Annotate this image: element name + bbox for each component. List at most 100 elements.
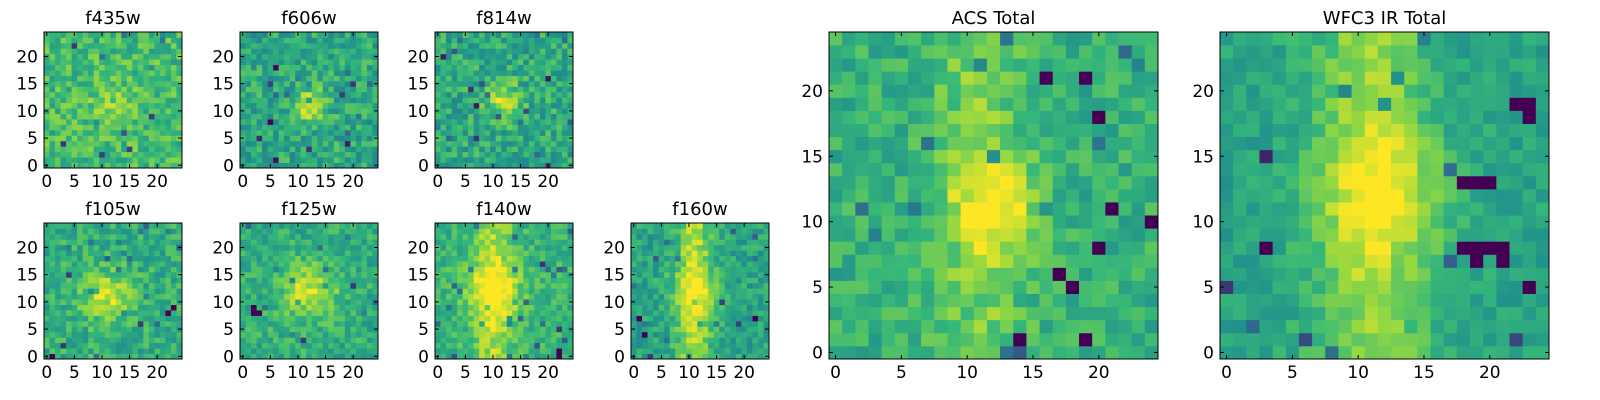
heatmap-cell	[245, 32, 252, 38]
heatmap-cell	[66, 140, 72, 147]
heatmap-cell	[1052, 280, 1067, 294]
heatmap-cell	[355, 299, 362, 305]
heatmap-cell	[256, 157, 263, 163]
heatmap-cell	[517, 140, 524, 147]
heatmap-cell	[484, 348, 491, 354]
heatmap-cell	[724, 299, 731, 305]
heatmap-cell	[110, 337, 117, 344]
heatmap-cell	[115, 304, 122, 311]
heatmap-cell	[642, 337, 648, 344]
heatmap-cell	[55, 326, 61, 333]
heatmap-cell	[93, 326, 100, 333]
heatmap-cell	[468, 157, 475, 163]
heatmap-cell	[735, 239, 742, 246]
heatmap-cell	[284, 353, 291, 360]
heatmap-cell	[311, 42, 318, 49]
heatmap-cell	[339, 80, 346, 87]
heatmap-cell	[479, 42, 486, 49]
heatmap-cell	[479, 282, 486, 289]
heatmap-cell	[55, 261, 61, 267]
heatmap-cell	[121, 53, 128, 60]
heatmap-cell	[451, 37, 458, 44]
heatmap-cell	[468, 91, 475, 98]
x-tick-label: 5	[460, 172, 471, 192]
heatmap-cell	[556, 277, 563, 284]
heatmap-cell	[66, 250, 72, 257]
heatmap-cell	[170, 326, 177, 333]
heatmap-cell	[517, 293, 524, 300]
heatmap-cell	[484, 223, 491, 229]
heatmap-cell	[251, 162, 257, 169]
heatmap-cell	[295, 75, 302, 82]
heatmap-cell	[170, 277, 177, 284]
heatmap-cell	[104, 48, 111, 55]
heatmap-cell	[132, 304, 139, 311]
heatmap-cell	[344, 288, 351, 295]
heatmap-cell	[1105, 280, 1119, 294]
heatmap-cell	[855, 241, 869, 255]
heatmap-cell	[344, 223, 351, 229]
heatmap-cell	[77, 277, 84, 284]
heatmap-cell	[350, 310, 357, 316]
heatmap-cell	[473, 42, 480, 49]
heatmap-cell	[446, 288, 452, 295]
heatmap-cell	[757, 239, 764, 246]
heatmap-cell	[317, 261, 324, 267]
heatmap-cell	[528, 119, 535, 125]
heatmap-cell	[567, 342, 574, 349]
heatmap-cell	[55, 337, 61, 344]
heatmap-cell	[99, 266, 106, 273]
heatmap-cell	[512, 48, 519, 55]
heatmap-cell	[251, 228, 257, 235]
heatmap-cell	[495, 342, 502, 349]
heatmap-cell	[322, 326, 329, 333]
heatmap-cell	[746, 282, 753, 289]
heatmap-cell	[256, 151, 263, 158]
heatmap-cell	[658, 342, 665, 349]
heatmap-cell	[251, 64, 257, 71]
heatmap-cell	[746, 271, 753, 278]
heatmap-cell	[115, 42, 122, 49]
heatmap-cell	[501, 70, 508, 76]
heatmap-cell	[855, 332, 869, 347]
heatmap-cell	[473, 244, 480, 251]
heatmap-cell	[1065, 202, 1080, 216]
heatmap-cell	[154, 277, 161, 284]
heatmap-cell	[490, 124, 497, 131]
heatmap-cell	[126, 75, 133, 82]
heatmap-cell	[137, 228, 144, 235]
heatmap-cell	[724, 293, 731, 300]
heatmap-cell	[473, 64, 480, 71]
heatmap-cell	[82, 91, 89, 98]
heatmap-cell	[708, 310, 715, 316]
heatmap-cell	[528, 70, 535, 76]
heatmap-cell	[1092, 215, 1106, 229]
heatmap-cell	[479, 53, 486, 60]
heatmap-cell	[251, 91, 257, 98]
heatmap-cell	[273, 119, 280, 125]
heatmap-cell	[490, 315, 497, 322]
heatmap-cell	[256, 233, 263, 240]
heatmap-cell	[121, 299, 128, 305]
heatmap-cell	[446, 315, 452, 322]
x-tick-label: 10	[91, 363, 113, 383]
heatmap-cell	[462, 80, 469, 87]
heatmap-cell	[66, 304, 72, 311]
heatmap-cell	[539, 140, 546, 147]
heatmap-cell	[339, 119, 346, 125]
heatmap-cell	[462, 320, 469, 327]
heatmap-cell	[658, 250, 665, 257]
heatmap-cell	[680, 337, 687, 344]
heatmap-cell	[664, 255, 671, 262]
heatmap-cell	[300, 304, 307, 311]
heatmap-cell	[490, 59, 497, 66]
heatmap-cell	[868, 228, 883, 242]
heatmap-cell	[148, 255, 155, 262]
heatmap-cell	[664, 223, 671, 229]
heatmap-cell	[311, 320, 318, 327]
heatmap-cell	[88, 157, 95, 163]
heatmap-cell	[110, 97, 117, 104]
heatmap-cell	[300, 310, 307, 316]
heatmap-cell	[686, 288, 693, 295]
heatmap-cell	[300, 157, 307, 163]
